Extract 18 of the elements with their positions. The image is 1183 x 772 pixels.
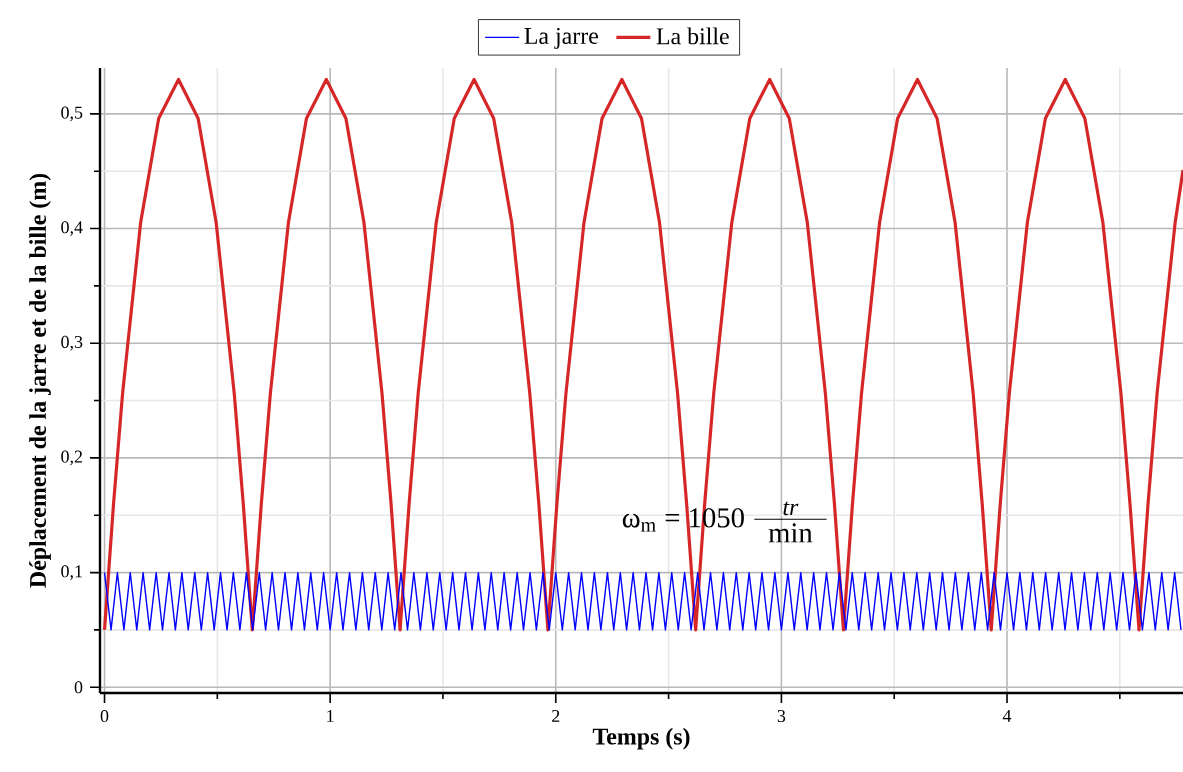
line-series xyxy=(102,77,1183,632)
annotation: min xyxy=(768,523,813,543)
y-tick-label: 0,1 xyxy=(61,565,82,580)
x-axis-title: Temps (s) xyxy=(592,727,690,750)
y-tick-label: 0,4 xyxy=(61,221,83,236)
x-tick-label: 3 xyxy=(777,710,786,723)
y-tick-label: 0 xyxy=(74,681,83,694)
legend-label: La jarre xyxy=(524,27,598,49)
legend-label: La bille xyxy=(656,27,729,45)
y-axis-title: Déplacement de la jarre et de la bille (m) xyxy=(29,173,51,588)
x-tick-label: 0 xyxy=(100,709,109,723)
x-tick-label: 2 xyxy=(552,710,560,722)
annotation: tr xyxy=(783,501,799,516)
y-tick-label: 0,2 xyxy=(61,450,82,466)
y-tick-label: 0,5 xyxy=(61,106,83,122)
x-tick-label: 1 xyxy=(327,710,334,722)
y-tick-label: 0,3 xyxy=(61,335,83,351)
x-tick-label: 4 xyxy=(1002,709,1012,722)
